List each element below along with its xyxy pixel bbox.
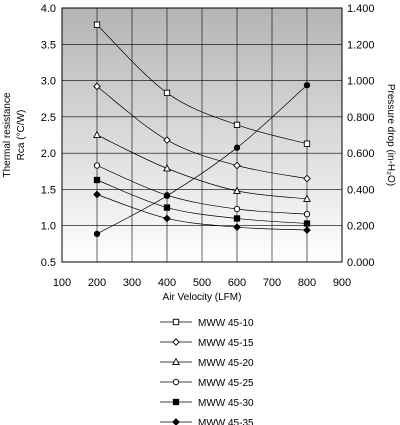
y-tick-labels: 0.5 1.0 1.5 2.0 2.5 3.0 3.5 4.0: [41, 3, 56, 269]
y2-tick-labels: 0.000 0.200 0.400 0.600 0.800 1.000 1.200 1.400: [347, 3, 375, 269]
data-point: [233, 215, 241, 222]
legend-label: MWW 45-30: [198, 398, 254, 409]
legend-entry: MWW 45-15: [160, 338, 254, 349]
legend-label: MWW 45-20: [198, 358, 254, 369]
y-tick-label: 3.5: [41, 39, 56, 51]
legend-label: MWW 45-15: [198, 338, 254, 349]
pressure-line: [96, 84, 308, 235]
data-point: [303, 140, 311, 147]
series-mww-45-35: [93, 190, 311, 234]
pressure-point: [163, 192, 171, 199]
x-tick-label: 200: [88, 277, 106, 289]
y-axis-label-line2: Rca (°C/W): [16, 110, 27, 161]
series-mww-45-20: [93, 130, 311, 202]
data-point: [93, 21, 101, 28]
y2-tick-label: 0.600: [347, 148, 375, 160]
legend-marker: [172, 318, 180, 326]
legend-label: MWW 45-25: [198, 378, 254, 389]
data-point: [233, 121, 241, 128]
series-mww-45-30: [93, 176, 311, 227]
x-tick-labels: 100 200 300 400 500 600 700 800 900: [53, 277, 351, 289]
x-axis-label: Air Velocity (LFM): [163, 292, 242, 303]
series-mww-45-10: [93, 21, 311, 147]
legend-entry: MWW 45-10: [160, 318, 254, 329]
pressure-point: [233, 144, 241, 151]
y2-tick-label: 0.400: [347, 184, 375, 196]
legend-marker: [172, 357, 180, 366]
series-line: [96, 179, 308, 224]
data-point: [233, 223, 241, 232]
data-point: [233, 161, 241, 170]
y-tick-label: 1.5: [41, 184, 56, 196]
x-tick-label: 700: [263, 277, 281, 289]
pressure-point: [303, 81, 311, 89]
series-line: [96, 86, 308, 179]
y-tick-label: 0.5: [41, 257, 56, 269]
pressure-layer: [93, 81, 311, 238]
pressure-point: [93, 230, 101, 238]
x-tick-label: 300: [123, 277, 141, 289]
legend-entry: MWW 45-20: [160, 357, 254, 369]
y2-tick-label: 1.200: [347, 39, 375, 51]
data-point: [163, 164, 171, 172]
series-line: [96, 165, 308, 215]
data-point: [163, 214, 171, 223]
legend-entry: MWW 45-25: [160, 378, 254, 389]
legend: MWW 45-10 MWW 45-15 MWW 45-20 MWW 45-25 MWW …: [160, 318, 254, 425]
data-point: [303, 174, 311, 183]
data-point: [233, 205, 241, 213]
grid: [62, 8, 342, 262]
x-tick-label: 500: [193, 277, 211, 289]
y-tick-label: 2.5: [41, 112, 56, 124]
data-point: [93, 162, 101, 169]
x-tick-label: 400: [158, 277, 176, 289]
legend-label: MWW 45-35: [198, 418, 254, 425]
x-tick-label: 900: [333, 277, 351, 289]
data-point: [163, 204, 171, 211]
y-tick-label: 1.0: [41, 221, 56, 233]
y2-tick-label: 1.000: [347, 76, 375, 88]
legend-marker: [172, 378, 180, 386]
data-point: [163, 89, 171, 97]
data-point: [93, 130, 101, 139]
y2-axis-label: Pressure drop (in-H₂O): [385, 84, 396, 186]
legend-marker: [172, 398, 180, 406]
series-mww-45-15: [93, 82, 311, 183]
legend-marker: [172, 418, 180, 425]
legend-marker: [172, 338, 180, 346]
data-point: [303, 226, 311, 234]
data-point: [303, 210, 311, 218]
data-point: [93, 176, 101, 184]
x-tick-label: 600: [228, 277, 246, 289]
y2-tick-label: 0.000: [347, 257, 375, 269]
data-point: [303, 220, 311, 227]
x-tick-label: 800: [298, 277, 316, 289]
y2-tick-label: 0.800: [347, 112, 375, 124]
legend-entry: MWW 45-35: [160, 418, 254, 425]
y2-tick-label: 0.200: [347, 221, 375, 233]
data-point: [93, 190, 101, 199]
y-tick-label: 3.0: [41, 76, 56, 88]
series-line: [96, 194, 308, 231]
y-axis-label-line1: Thermal resistance: [2, 92, 13, 177]
data-point: [93, 82, 101, 91]
y-tick-label: 4.0: [41, 3, 56, 15]
data-point: [233, 186, 241, 194]
y-tick-label: 2.0: [41, 148, 56, 160]
legend-label: MWW 45-10: [198, 318, 254, 329]
data-point: [303, 194, 311, 202]
y2-tick-label: 1.400: [347, 3, 375, 15]
series-line: [96, 134, 308, 200]
series-line: [96, 24, 308, 145]
x-tick-label: 100: [53, 277, 71, 289]
series-layer: [93, 21, 311, 234]
legend-entry: MWW 45-30: [160, 398, 254, 409]
data-point: [163, 136, 171, 144]
